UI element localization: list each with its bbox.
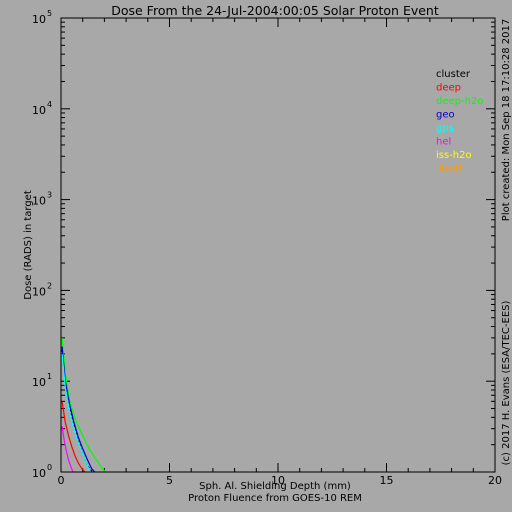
legend-entry-deep-h2o: deep-h2o (436, 96, 483, 107)
y-tick-label-base: 10 (32, 376, 46, 389)
x-tick-label: 0 (58, 474, 65, 487)
y-tick-label-base: 10 (32, 467, 46, 480)
y-tick-label: 10 2 (32, 281, 52, 298)
y-tick-label-base: 10 (32, 195, 46, 208)
series-line-deep-h2o (61, 337, 106, 473)
y-tick-label-base: 10 (32, 13, 46, 26)
y-tick-label-exponent: 0 (47, 463, 52, 472)
y-tick-label-exponent: 1 (47, 372, 52, 381)
legend-entry-geo: geo (436, 110, 455, 121)
series-line-geo (61, 346, 96, 473)
y-axis-label: Dose (RADS) in target (23, 190, 34, 300)
y-tick-label-exponent: 4 (47, 100, 52, 109)
x-axis-label: Sph. Al. Shielding Depth (mm) (199, 481, 351, 492)
legend-entry-deep: deep (436, 83, 461, 94)
x-tick-label: 10 (271, 474, 285, 487)
y-tick-label: 10 5 (32, 9, 52, 26)
y-tick-label-exponent: 5 (47, 9, 52, 18)
series-line-hel (61, 426, 74, 473)
plot-created-note: Plot created: Mon Sep 18 17:10:28 2017 (501, 19, 512, 221)
series-line-deep (61, 401, 86, 473)
legend-entry-hel: hel (436, 137, 451, 148)
x-tick-label: 20 (488, 474, 502, 487)
x-tick-labels: 0 5 10 15 20 (58, 474, 503, 487)
chart-title: Dose From the 24-Jul-2004:00:05 Solar Pr… (111, 3, 439, 18)
legend: cluster deep deep-h2o geo gps hel iss-h2o iss-a… (436, 69, 483, 175)
axis-ticks (60, 17, 496, 473)
series-lines (61, 337, 106, 473)
y-tick-label-base: 10 (32, 285, 46, 298)
y-tick-label: 10 4 (32, 100, 52, 117)
plot-frame (60, 17, 496, 473)
x-axis-sublabel: Proton Fluence from GOES-10 REM (188, 493, 362, 504)
copyright-note: (c) 2017 H. Evans (ESA/TEC-EES) (501, 301, 512, 466)
x-tick-label: 15 (380, 474, 394, 487)
y-tick-label-exponent: 2 (47, 281, 52, 290)
series-line-cluster (61, 350, 93, 473)
y-tick-label: 10 3 (32, 191, 52, 208)
legend-entry-iss-al: iss-al (436, 164, 462, 175)
y-tick-label-base: 10 (32, 104, 46, 117)
y-tick-label: 10 0 (32, 463, 52, 480)
y-tick-label: 10 1 (32, 372, 52, 389)
series-line-gps (61, 353, 91, 473)
x-tick-label: 5 (166, 474, 173, 487)
legend-entry-cluster: cluster (436, 69, 471, 80)
legend-entry-gps: gps (436, 123, 454, 134)
y-tick-label-exponent: 3 (47, 191, 52, 200)
legend-entry-iss-h2o: iss-h2o (436, 150, 472, 161)
